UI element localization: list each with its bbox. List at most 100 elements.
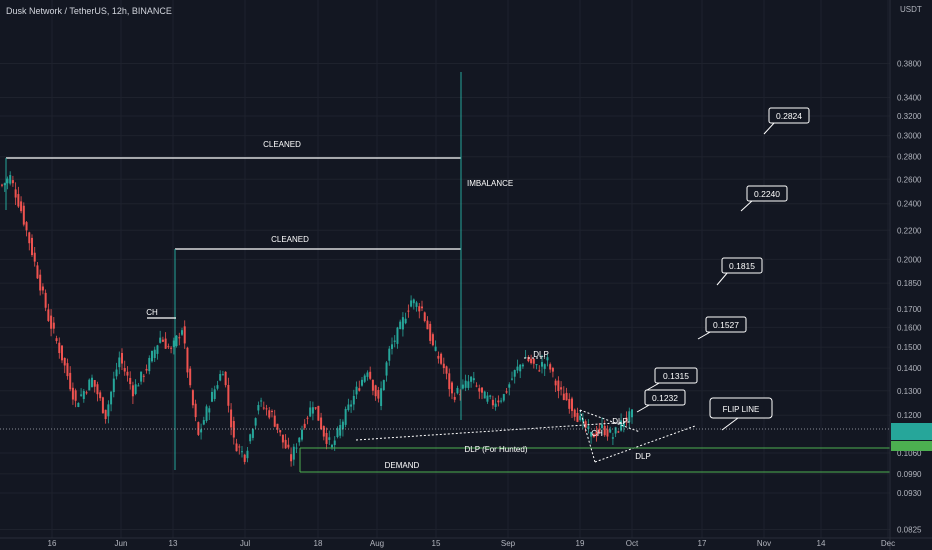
candle-body: [511, 378, 513, 380]
candle-body: [541, 362, 543, 367]
candle-body: [227, 384, 230, 406]
candle-body: [631, 409, 633, 418]
candle-body: [481, 387, 483, 393]
candle-body: [211, 392, 213, 402]
candle-body: [521, 364, 524, 367]
ch-right-label: CH: [591, 429, 603, 438]
candle-body: [61, 345, 63, 361]
candle-body: [249, 434, 252, 442]
candle-body: [260, 400, 263, 402]
candle-body: [181, 330, 183, 335]
price-axis-currency: USDT: [900, 5, 922, 14]
price-tick-label: 0.1700: [897, 305, 922, 314]
candle-body: [461, 384, 464, 389]
candle-body: [410, 300, 413, 307]
candle-body: [161, 339, 164, 342]
time-tick-label: 16: [48, 539, 57, 548]
time-tick-label: Dec: [881, 539, 895, 548]
candle-body: [546, 357, 549, 361]
price-tick-label: 0.3200: [897, 112, 922, 121]
candle-body: [628, 411, 631, 423]
candle-body: [494, 403, 497, 407]
candle-body: [25, 222, 28, 231]
price-tick-label: 0.1200: [897, 411, 922, 420]
candle-body: [39, 274, 42, 291]
candle-body: [538, 370, 541, 372]
candle-body: [159, 337, 162, 343]
time-tick-label: 13: [169, 539, 178, 548]
candle-body: [320, 417, 323, 430]
candle-body: [36, 265, 39, 279]
candle-body: [126, 371, 129, 376]
candle-body: [609, 429, 612, 433]
candle-body: [298, 437, 301, 443]
candle-body: [331, 444, 333, 448]
candle-body: [200, 429, 203, 433]
candle-body: [254, 418, 257, 426]
candle-body: [284, 439, 287, 449]
candle-body: [314, 407, 317, 409]
candle-body: [77, 402, 80, 407]
candle-body: [164, 338, 167, 349]
candle-body: [194, 403, 197, 418]
candle-body: [85, 392, 88, 394]
price-tick-label: 0.3400: [897, 93, 922, 102]
candle-body: [426, 320, 429, 330]
candle-body: [361, 379, 363, 386]
candle-body: [366, 372, 369, 377]
candle-body: [281, 434, 284, 443]
price-tick-label: 0.1500: [897, 343, 922, 352]
candle-body: [532, 358, 535, 364]
candle-body: [80, 394, 83, 396]
candle-body: [421, 306, 423, 309]
candle-body: [445, 366, 448, 374]
candle-body: [104, 409, 107, 420]
candle-body: [590, 432, 593, 437]
candle-body: [93, 380, 96, 387]
candle-body: [336, 428, 339, 437]
candle-body: [28, 232, 31, 244]
time-tick-label: 17: [698, 539, 707, 548]
candle-body: [156, 345, 159, 354]
candle-body: [3, 183, 6, 186]
candle-body: [287, 444, 290, 448]
candle-body: [55, 338, 58, 342]
candle-body: [110, 391, 113, 405]
candle-body: [52, 322, 55, 329]
target-pointer: [716, 271, 729, 286]
candle-body: [620, 420, 623, 431]
candle-body: [9, 175, 12, 184]
candle-body: [470, 376, 473, 382]
candle-body: [565, 392, 568, 401]
candle-body: [579, 415, 582, 421]
candle-body: [232, 421, 235, 438]
candle-body: [186, 347, 189, 373]
time-tick-label: Sep: [501, 539, 516, 548]
target-label: 0.2240: [754, 189, 780, 199]
candle-body: [205, 406, 208, 421]
candle-body: [535, 364, 538, 366]
candle-body: [123, 368, 126, 372]
target-pointer: [740, 199, 754, 212]
candle-body: [423, 312, 426, 322]
candle-body: [219, 374, 222, 381]
candle-body: [614, 427, 617, 434]
candle-body: [101, 397, 104, 414]
candle-body: [322, 426, 325, 437]
candle-body: [309, 407, 312, 417]
candle-body: [82, 391, 85, 400]
candle-body: [140, 371, 143, 382]
target-label: 0.2824: [776, 111, 802, 121]
candle-body: [347, 404, 350, 411]
candle-body: [606, 429, 609, 437]
candle-body: [467, 381, 470, 388]
price-tick-label: 0.2800: [897, 153, 922, 162]
candle-body: [197, 422, 200, 435]
candle-body: [148, 357, 151, 372]
candle-body: [611, 437, 614, 439]
candle-body: [131, 385, 134, 397]
price-tick-label: 0.0990: [897, 470, 922, 479]
candle-body: [208, 408, 211, 413]
